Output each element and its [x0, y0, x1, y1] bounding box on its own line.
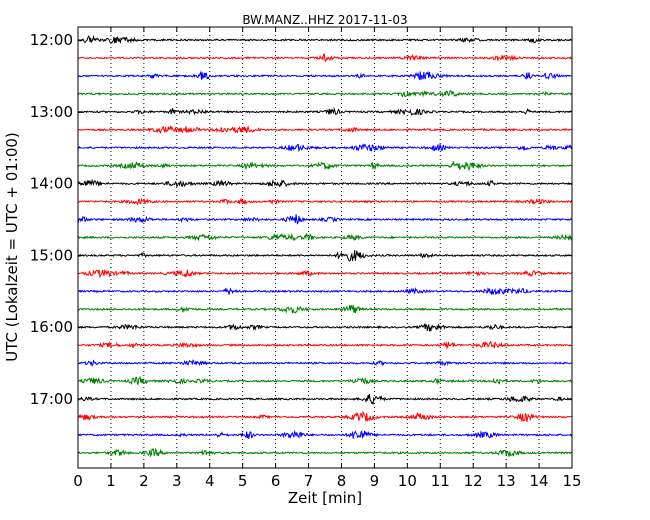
x-tick-label: 0: [73, 472, 83, 490]
x-tick-label: 10: [398, 472, 417, 490]
trace-line: [77, 429, 573, 439]
x-tick-label: 1: [106, 472, 116, 490]
x-axis-ticks: 0 1 2 3 4 5 6 7 8 9 10 11 12 13 14 15: [73, 27, 582, 490]
y-tick-label: 17:00: [30, 390, 73, 408]
trace-line: [77, 52, 573, 63]
trace-line: [77, 161, 573, 172]
trace-line: [77, 197, 573, 206]
y-tick-label: 14:00: [30, 175, 73, 193]
x-tick-label: 14: [530, 472, 549, 490]
plot-frame: [77, 26, 573, 469]
seismic-traces: [77, 35, 573, 458]
x-tick-label: 5: [238, 472, 248, 490]
x-tick-label: 15: [562, 472, 581, 490]
chart-title: BW.MANZ..HHZ 2017-11-03: [242, 13, 407, 27]
trace-line: [77, 410, 573, 423]
x-tick-label: 3: [172, 472, 182, 490]
trace-line: [77, 359, 573, 367]
trace-line: [77, 70, 573, 81]
trace-line: [77, 232, 573, 242]
y-tick-label: 15:00: [30, 246, 73, 264]
x-axis-title: Zeit [min]: [288, 489, 362, 507]
x-tick-label: 7: [304, 472, 314, 490]
x-tick-label: 11: [431, 472, 450, 490]
x-tick-label: 2: [139, 472, 149, 490]
trace-line: [77, 393, 573, 405]
trace-line: [77, 178, 573, 188]
trace-line: [78, 268, 573, 279]
trace-line: [77, 142, 573, 153]
trace-line: [77, 304, 573, 314]
y-axis-ticks: 12:00 13:00 14:00 15:00 16:00 17:00: [30, 31, 572, 408]
y-tick-label: 16:00: [30, 318, 73, 336]
trace-line: [77, 35, 573, 44]
trace-line: [77, 250, 573, 262]
vertical-grid-lines: [110, 27, 540, 468]
y-tick-label: 13:00: [30, 103, 73, 121]
y-axis-title: UTC (Lokalzeit = UTC + 01:00): [3, 132, 21, 362]
trace-line: [77, 340, 573, 350]
y-tick-label: 12:00: [30, 31, 73, 49]
x-tick-label: 9: [370, 472, 380, 490]
x-tick-label: 4: [205, 472, 215, 490]
trace-line: [77, 375, 573, 386]
trace-line: [77, 89, 573, 98]
x-tick-label: 8: [337, 472, 347, 490]
trace-line: [77, 447, 573, 458]
x-tick-label: 12: [464, 472, 483, 490]
trace-line: [77, 106, 573, 116]
trace-line: [77, 323, 573, 332]
trace-line: [77, 286, 573, 295]
x-tick-label: 13: [497, 472, 516, 490]
x-tick-label: 6: [271, 472, 281, 490]
trace-line: [77, 214, 573, 225]
trace-line: [77, 124, 573, 134]
